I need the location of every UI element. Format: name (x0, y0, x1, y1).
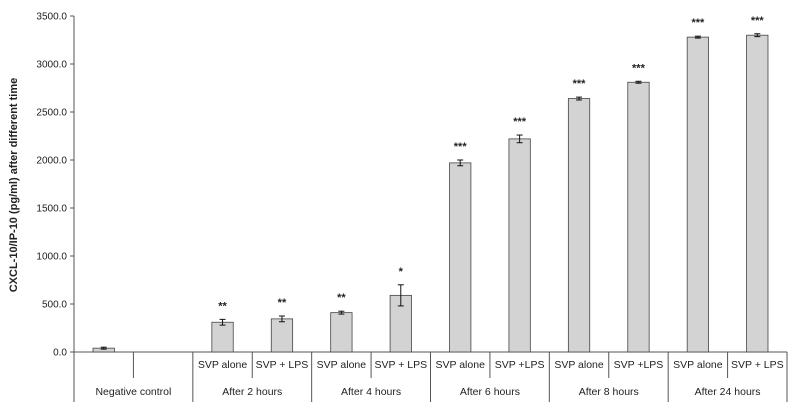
significance-label: *** (454, 141, 468, 153)
significance-label: *** (691, 17, 705, 29)
y-tick-label: 2500.0 (36, 108, 67, 119)
group-label: After 8 hours (579, 386, 639, 398)
significance-label: *** (513, 116, 527, 128)
significance-label: *** (632, 62, 646, 74)
bar (746, 34, 769, 353)
bar (270, 318, 294, 353)
chart-marks: Negative control ** SVP alone ** SVP + LPS Af… (92, 15, 784, 398)
y-tick-label: 1000.0 (36, 252, 67, 263)
y-tick-label: 0.0 (53, 348, 67, 359)
group-label: After 6 hours (460, 386, 520, 398)
bar-category-label: SVP alone (317, 359, 367, 371)
bar-category-label: SVP alone (435, 359, 485, 371)
significance-label: ** (218, 300, 227, 312)
bar (567, 98, 591, 353)
bar-category-label: SVP + LPS (374, 359, 427, 371)
bar-category-label: SVP alone (673, 359, 723, 371)
bar-category-label: SVP +LPS (614, 359, 664, 371)
group-label: After 2 hours (222, 386, 282, 398)
y-tick-label: 2000.0 (36, 156, 67, 167)
bar-category-label: SVP + LPS (731, 359, 784, 371)
bar (211, 321, 234, 353)
bar-category-label: SVP alone (198, 359, 248, 371)
significance-label: * (399, 266, 404, 278)
bar (449, 162, 472, 353)
group-label: Negative control (95, 386, 171, 398)
significance-label: *** (751, 15, 765, 27)
bar-category-label: SVP + LPS (256, 359, 309, 371)
bar (627, 81, 650, 353)
axes: 0.0 500.0 1000.0 1500.0 2000.0 2500.0 3000.0 35… (36, 12, 788, 402)
group-label: After 4 hours (341, 386, 401, 398)
bar (686, 36, 709, 353)
y-tick-label: 1500.0 (36, 204, 67, 215)
y-tick-label: 3000.0 (36, 60, 67, 71)
significance-label: ** (337, 292, 346, 304)
bar (330, 312, 353, 353)
significance-label: ** (278, 297, 287, 309)
bar-category-label: SVP alone (554, 359, 604, 371)
y-tick-label: 3500.0 (36, 12, 67, 23)
group-label: After 24 hours (695, 386, 761, 398)
bar (508, 138, 531, 353)
y-tick-label: 500.0 (42, 300, 67, 311)
bar-category-label: SVP +LPS (495, 359, 545, 371)
significance-label: *** (573, 78, 587, 90)
y-axis-label: CXCL-10/IP-10 (pg/ml) after different ti… (8, 78, 20, 293)
